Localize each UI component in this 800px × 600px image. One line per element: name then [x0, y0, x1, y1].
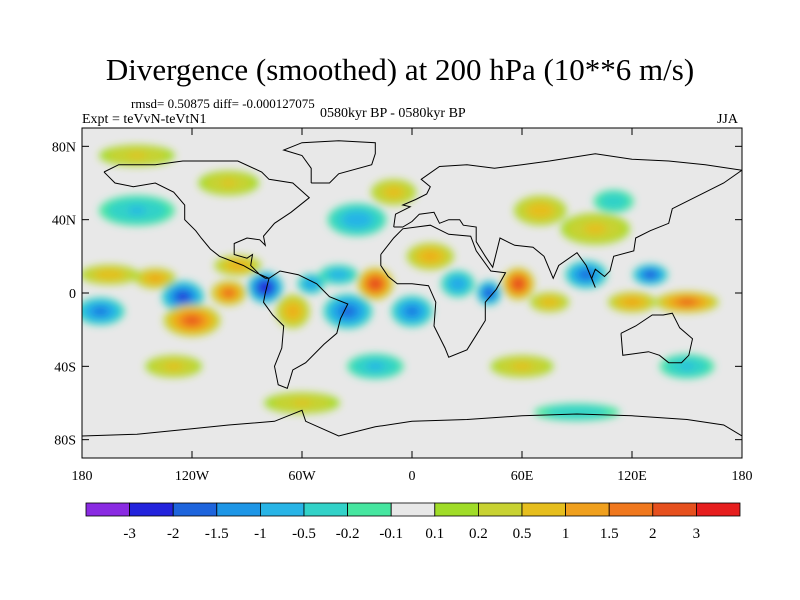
africa-coast: [380, 224, 507, 358]
colorbar-swatch: [129, 502, 174, 517]
divergence-anomaly: [232, 263, 243, 268]
period-label: 0580kyr BP - 0580kyr BP: [320, 106, 466, 121]
colorbar-swatch: [608, 502, 654, 517]
colorbar-swatch: [696, 502, 741, 517]
y-tick-label: 80S: [54, 434, 76, 449]
divergence-anomaly: [127, 206, 147, 215]
colorbar-swatch: [477, 502, 523, 517]
colorbar-label: 1: [562, 526, 570, 542]
divergence-anomaly: [258, 281, 273, 294]
divergence-anomaly: [599, 193, 629, 210]
antarctica-coast: [82, 409, 742, 437]
divergence-anomaly: [545, 405, 609, 419]
x-tick-label: 120E: [617, 469, 647, 484]
divergence-anomaly: [584, 223, 607, 234]
divergence-anomaly: [225, 290, 233, 296]
x-tick-label: 60W: [288, 469, 316, 484]
colorbar-swatch: [565, 502, 610, 517]
divergence-anomaly: [149, 275, 162, 282]
y-tick-label: 40N: [52, 214, 76, 229]
divergence-anomaly: [368, 277, 383, 291]
colorbar-swatch: [172, 502, 218, 517]
divergence-anomaly: [328, 269, 349, 280]
divergence-anomaly: [292, 400, 312, 406]
y-tick-label: 40S: [54, 360, 76, 375]
divergence-anomaly: [127, 152, 147, 159]
divergence-anomaly: [526, 202, 554, 219]
colorbar-label: 0.1: [425, 526, 444, 542]
chart-title: Divergence (smoothed) at 200 hPa (10**6 …: [105, 52, 695, 87]
divergence-anomaly: [646, 272, 654, 277]
divergence-anomaly: [341, 211, 373, 229]
south-america-coast: [262, 270, 349, 389]
colorbar-label: 3: [693, 526, 701, 542]
colorbar-label: 0.2: [469, 526, 488, 542]
colorbar-label: 2: [649, 526, 657, 542]
divergence-anomaly: [454, 280, 462, 287]
colorbar-label: -0.5: [292, 526, 316, 542]
eurasia-coast: [393, 153, 742, 288]
divergence-anomaly: [366, 362, 385, 371]
divergence-anomaly: [407, 308, 417, 315]
divergence-anomaly: [624, 299, 640, 306]
x-tick-label: 60E: [511, 469, 534, 484]
divergence-anomaly: [185, 317, 199, 324]
colorbar-label: 0.5: [513, 526, 532, 542]
colorbar-swatch: [259, 502, 305, 517]
colorbar-label: -1: [254, 526, 267, 542]
divergence-anomaly: [425, 253, 436, 260]
x-tick-label: 120W: [175, 469, 210, 484]
colorbar-label: -0.2: [336, 526, 360, 542]
divergence-anomaly: [164, 362, 183, 370]
colorbar-swatch: [434, 502, 479, 517]
colorbar-swatch: [521, 502, 566, 517]
divergence-anomaly: [340, 306, 355, 317]
coastlines: [82, 140, 742, 437]
divergence-anomaly: [486, 290, 492, 296]
divergence-anomaly: [95, 308, 106, 315]
divergence-anomaly: [289, 307, 297, 316]
y-tick-label: 80N: [52, 140, 76, 155]
x-tick-label: 0: [409, 469, 416, 484]
colorbar-label: -1.5: [205, 526, 229, 542]
colorbar-swatch: [390, 502, 436, 517]
divergence-anomaly: [512, 277, 525, 291]
x-tick-label: 180: [732, 469, 753, 484]
colorbar-label: -2: [167, 526, 180, 542]
divergence-anomaly: [511, 362, 533, 370]
divergence-anomaly: [680, 363, 694, 370]
colorbar-label: -3: [123, 526, 136, 542]
colorbar-swatch: [216, 502, 261, 517]
greenland-coast: [282, 140, 376, 184]
colorbar-swatch: [347, 502, 392, 517]
north-america-coast: [103, 160, 311, 279]
colorbar-swatch: [652, 502, 697, 517]
colorbar-swatch: [303, 502, 348, 517]
colorbar-label: -0.1: [379, 526, 403, 542]
season-label: JJA: [716, 112, 738, 127]
divergence-anomaly: [307, 280, 316, 287]
divergence-anomaly: [383, 186, 404, 198]
experiment-label: Expt = teVvN-teVtN1: [82, 112, 207, 127]
divergence-anomaly: [221, 180, 237, 186]
divergence-anomaly: [680, 299, 694, 305]
rmsd-diff-stats: rmsd= 0.50875 diff= -0.000127075: [131, 96, 315, 111]
colorbar-label: 1.5: [600, 526, 619, 542]
x-tick-label: 180: [72, 469, 93, 484]
divergence-anomaly: [539, 297, 560, 308]
y-tick-label: 0: [69, 287, 76, 302]
australia-coast: [620, 312, 694, 364]
field-layer: [82, 144, 719, 421]
divergence-anomaly: [94, 269, 125, 280]
divergence-anomaly: [178, 293, 188, 301]
colorbar-swatch: [85, 502, 130, 517]
